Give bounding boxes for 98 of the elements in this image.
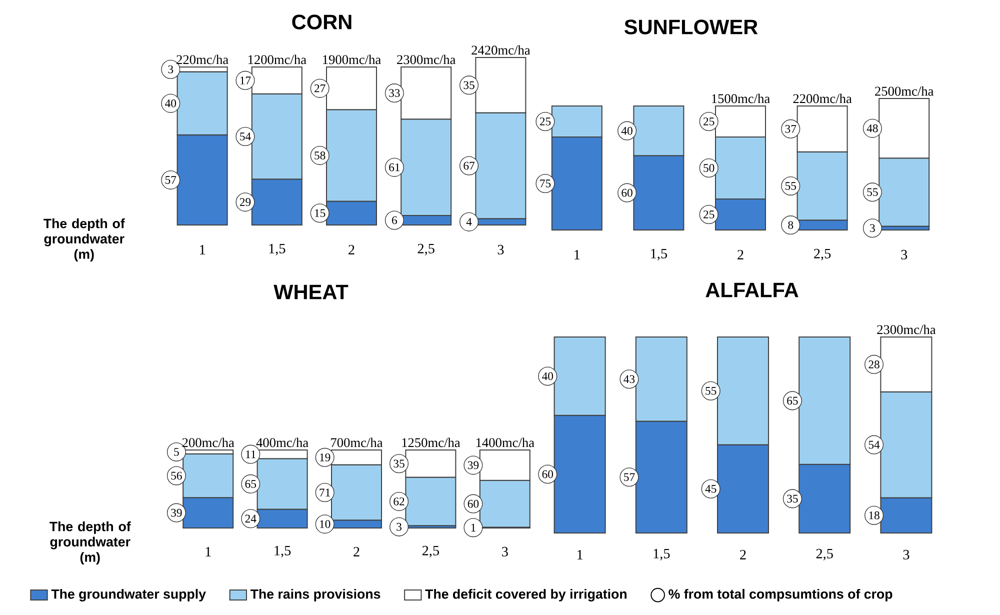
text: % from total compsumtions of crop bbox=[668, 588, 892, 602]
data-label: 48 bbox=[866, 124, 878, 132]
data-label: 24 bbox=[245, 514, 256, 522]
data-label: 55 bbox=[785, 182, 796, 190]
data-label: 18 bbox=[869, 511, 880, 520]
data-label: 3 bbox=[870, 224, 875, 232]
x-tick-label: 3 bbox=[498, 244, 504, 254]
data-label: 10 bbox=[320, 520, 330, 528]
annotation: 400mc/ha bbox=[256, 438, 308, 448]
data-label: 55 bbox=[867, 188, 878, 196]
data-label: 55 bbox=[706, 387, 716, 395]
data-label: 58 bbox=[314, 152, 326, 160]
data-label: 35 bbox=[394, 460, 404, 468]
x-tick-label: 1 bbox=[200, 244, 205, 254]
data-label: 28 bbox=[868, 360, 880, 368]
annotation: 2300mc/ha bbox=[877, 324, 936, 334]
x-tick-label: 2,5 bbox=[816, 548, 833, 560]
data-label: 65 bbox=[787, 396, 798, 405]
data-label: 60 bbox=[622, 188, 632, 197]
x-tick-label: 2,5 bbox=[422, 546, 440, 558]
chart-title: CORN bbox=[292, 14, 352, 30]
data-label: 45 bbox=[705, 484, 716, 493]
annotation: 1900mc/ha bbox=[323, 54, 381, 64]
x-tick-label: 2,5 bbox=[814, 248, 831, 260]
data-label: 56 bbox=[171, 472, 182, 480]
data-label: 57 bbox=[165, 176, 176, 184]
data-label: 6 bbox=[392, 216, 398, 224]
data-label: 39 bbox=[171, 508, 182, 517]
annotation: 1400mc/ha bbox=[476, 438, 534, 448]
data-label: 43 bbox=[624, 375, 635, 384]
chart-title: WHEAT bbox=[274, 284, 348, 300]
data-label: 40 bbox=[621, 126, 632, 135]
annotation: 2420mc/ha bbox=[472, 45, 530, 55]
annotation: 2500mc/ha bbox=[875, 86, 934, 96]
data-label: 60 bbox=[468, 500, 479, 508]
annotation: 200mc/ha bbox=[182, 438, 234, 448]
data-label: 19 bbox=[320, 453, 330, 462]
x-tick-label: 1 bbox=[206, 546, 211, 556]
data-label: 40 bbox=[165, 99, 176, 108]
data-label: 25 bbox=[540, 118, 551, 126]
legend-label: The rains provisions bbox=[250, 588, 380, 602]
x-tick-label: 2 bbox=[354, 546, 360, 556]
annotation: 2300mc/ha bbox=[397, 54, 456, 64]
data-label: 54 bbox=[240, 132, 251, 140]
x-tick-label: 3 bbox=[502, 546, 508, 556]
data-label: 39 bbox=[468, 461, 479, 470]
x-tick-label: 1 bbox=[574, 250, 580, 260]
x-tick-label: 1,5 bbox=[651, 248, 668, 260]
data-label: 4 bbox=[466, 218, 472, 226]
data-label: 11 bbox=[246, 450, 256, 458]
x-tick-label: 1,5 bbox=[654, 548, 670, 560]
data-label: 75 bbox=[540, 180, 551, 188]
chart-title: ALFALFA bbox=[706, 282, 798, 298]
data-label: 61 bbox=[389, 163, 400, 172]
x-axis-title: The depth of groundwater (m) bbox=[50, 521, 131, 565]
data-label: 35 bbox=[787, 494, 798, 503]
x-tick-label: 1,5 bbox=[274, 546, 291, 558]
annotation: 220mc/ha bbox=[176, 54, 228, 64]
data-label: 35 bbox=[464, 81, 474, 90]
data-label: 25 bbox=[704, 118, 714, 126]
x-tick-label: 3 bbox=[901, 250, 908, 260]
data-label: 40 bbox=[542, 372, 554, 380]
annotation: 1500mc/ha bbox=[712, 94, 770, 104]
x-tick-label: 2 bbox=[738, 250, 744, 260]
annotation: 2200mc/ha bbox=[793, 94, 852, 104]
data-label: 71 bbox=[320, 488, 330, 496]
annotation: 1250mc/ha bbox=[402, 438, 460, 448]
data-label: 57 bbox=[624, 473, 635, 481]
x-tick-label: 1 bbox=[578, 550, 582, 560]
chart-title: SUNFLOWER bbox=[624, 20, 758, 34]
annotation: 700mc/ha bbox=[331, 438, 383, 448]
data-label: 62 bbox=[394, 498, 404, 506]
x-axis-title: The depth of groundwater (m) bbox=[44, 218, 125, 262]
data-label: 17 bbox=[240, 76, 251, 84]
data-label: 8 bbox=[788, 221, 794, 229]
data-label: 67 bbox=[464, 162, 475, 170]
data-label: 1 bbox=[471, 524, 476, 532]
legend-label: The deficit covered by irrigation bbox=[425, 588, 626, 602]
data-label: 65 bbox=[245, 480, 256, 488]
x-tick-label: 1,5 bbox=[269, 244, 286, 256]
x-tick-label: 3 bbox=[903, 550, 910, 560]
data-label: 54 bbox=[868, 440, 880, 449]
data-label: 3 bbox=[396, 522, 402, 531]
data-label: 60 bbox=[542, 470, 554, 478]
legend-label: The groundwater supply bbox=[51, 588, 206, 602]
annotation: 1200mc/ha bbox=[248, 54, 306, 64]
x-tick-label: 2 bbox=[740, 550, 746, 560]
data-label: 27 bbox=[314, 84, 326, 92]
data-label: 25 bbox=[704, 210, 714, 218]
x-tick-label: 2 bbox=[348, 244, 354, 254]
data-label: 37 bbox=[785, 125, 796, 133]
data-label: 3 bbox=[168, 65, 174, 74]
data-label: 50 bbox=[704, 164, 714, 172]
data-label: 33 bbox=[389, 89, 400, 97]
data-label: 5 bbox=[174, 448, 179, 456]
data-label: 29 bbox=[240, 198, 251, 206]
data-label: 15 bbox=[315, 209, 326, 218]
x-tick-label: 2,5 bbox=[418, 244, 434, 256]
